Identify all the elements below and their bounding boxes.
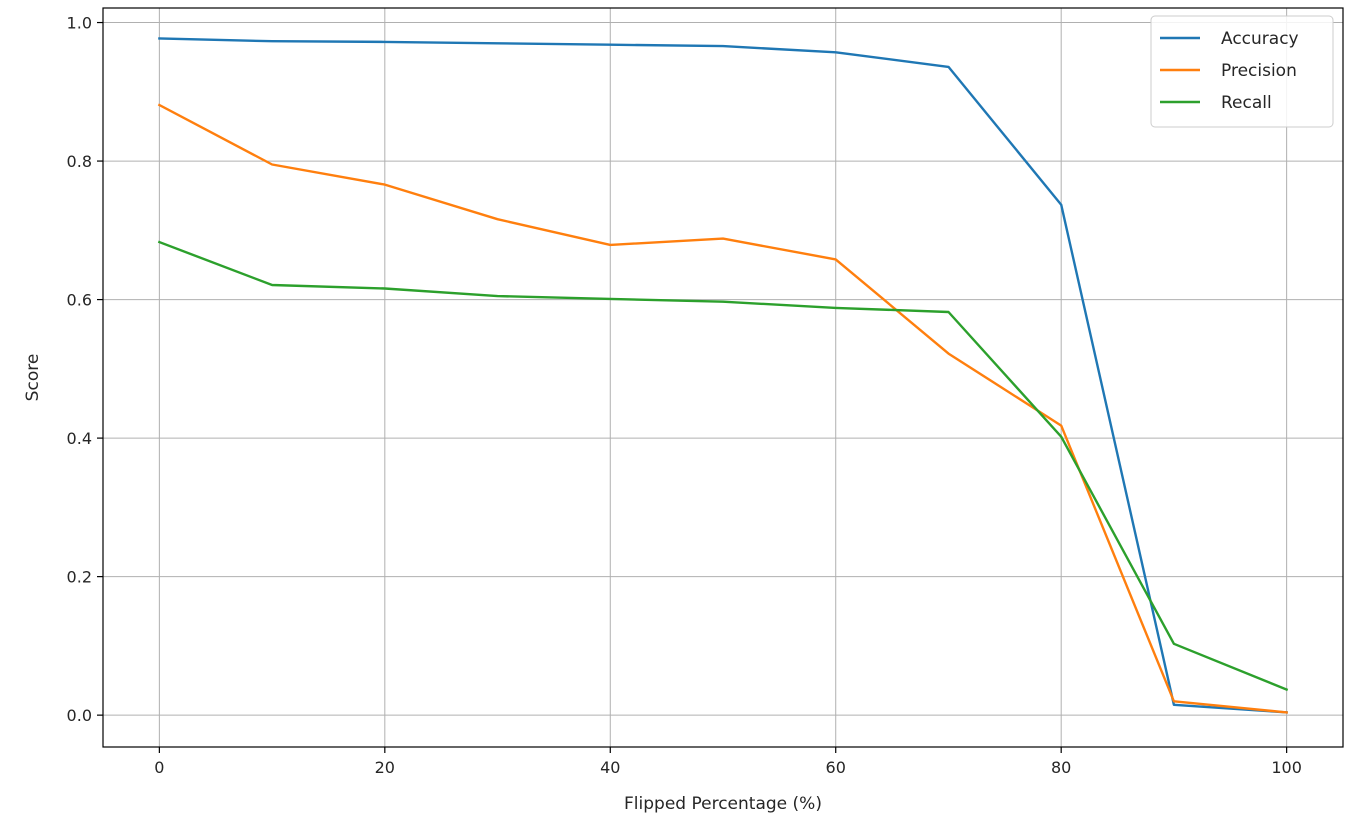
legend-box [1150, 15, 1334, 128]
y-axis-label: Score [23, 354, 43, 402]
series-line-accuracy [158, 37, 1288, 714]
legend: Accuracy Precision Recall [1150, 15, 1334, 128]
x-tick-label: 20 [375, 758, 395, 777]
data-series [157, 37, 1289, 714]
y-tick-label: 0.8 [67, 152, 92, 171]
grid-lines [103, 8, 1343, 747]
x-tick-label: 40 [600, 758, 620, 777]
x-tick-label: 80 [1051, 758, 1071, 777]
series-line-precision [157, 103, 1288, 714]
legend-label-accuracy: Accuracy [1221, 29, 1299, 49]
x-tick-label: 100 [1271, 758, 1302, 777]
x-axis: 0 20 40 60 80 100 [154, 747, 1302, 777]
x-tick-label: 0 [154, 758, 164, 777]
y-tick-label: 0.2 [67, 568, 92, 587]
plot-frame [102, 7, 1344, 748]
legend-label-precision: Precision [1221, 61, 1297, 81]
y-tick-label: 0.4 [67, 429, 92, 448]
series-line-recall [157, 240, 1289, 692]
y-axis: 0.0 0.2 0.4 0.6 0.8 1.0 [67, 14, 103, 725]
x-axis-label: Flipped Percentage (%) [624, 794, 822, 814]
y-tick-label: 0.0 [67, 706, 92, 725]
y-tick-label: 0.6 [67, 291, 92, 310]
legend-label-recall: Recall [1221, 93, 1272, 113]
x-tick-label: 60 [826, 758, 846, 777]
y-tick-label: 1.0 [67, 14, 92, 33]
